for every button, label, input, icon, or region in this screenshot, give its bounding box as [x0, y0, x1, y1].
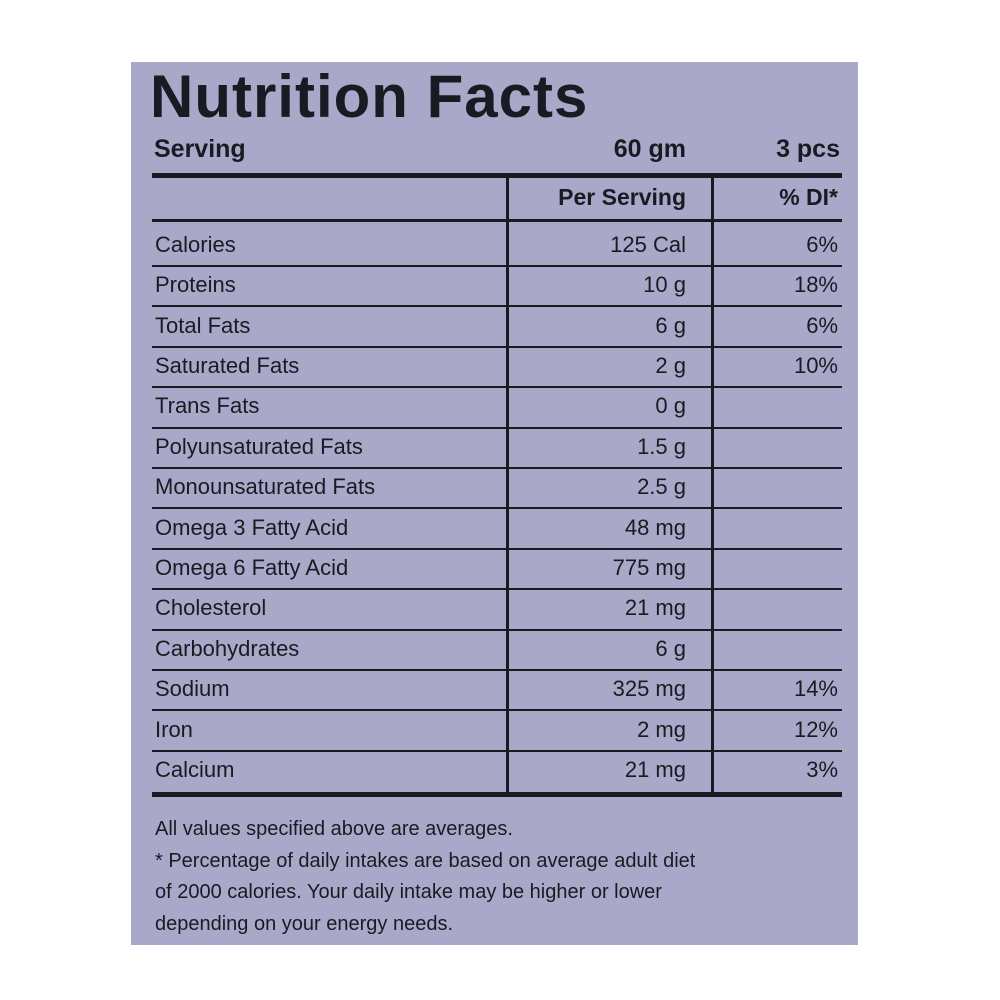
nutrient-name: Cholesterol — [155, 595, 267, 621]
row-rule — [152, 709, 842, 712]
footnote-line: of 2000 calories. Your daily intake may … — [155, 881, 662, 903]
nutrient-amount: 6 g — [655, 635, 686, 661]
row-rule — [152, 588, 842, 591]
nutrient-name: Carbohydrates — [155, 635, 300, 661]
row-rule — [152, 305, 842, 308]
nutrient-amount: 1.5 g — [637, 433, 686, 459]
nutrient-amount: 48 mg — [624, 514, 686, 540]
nutrient-amount: 21 mg — [624, 757, 686, 782]
nutrient-name: Iron — [155, 716, 193, 742]
nutrient-amount: 6 g — [655, 312, 686, 338]
nutrient-amount: 10 g — [643, 272, 686, 298]
nutrient-name: Calories — [155, 231, 236, 257]
rule-thick — [152, 173, 842, 178]
nutrient-name: Monounsaturated Fats — [155, 474, 376, 500]
nutrient-name: Omega 3 Fatty Acid — [155, 514, 349, 540]
row-rule — [152, 628, 842, 631]
nutrient-amount: 125 Cal — [610, 231, 686, 257]
nutrient-di: 12% — [793, 716, 838, 742]
nutrient-di: 3% — [806, 757, 838, 782]
nutrient-di: 14% — [793, 676, 838, 702]
nutrient-amount: 0 g — [655, 393, 686, 419]
row-rule — [152, 669, 842, 671]
row-rule — [152, 507, 842, 510]
nutrient-name: Proteins — [155, 272, 236, 298]
nutrient-name: Saturated Fats — [155, 353, 300, 378]
column-rule — [506, 178, 509, 793]
column-rule — [711, 178, 714, 793]
footnote-line: * Percentage of daily intakes are based … — [155, 849, 696, 872]
nutrient-name: Sodium — [155, 676, 230, 702]
nutrient-name: Omega 6 Fatty Acid — [155, 555, 349, 580]
nutrient-name: Calcium — [155, 757, 235, 782]
row-rule — [152, 749, 842, 752]
row-rule — [152, 265, 842, 267]
rule-thick — [152, 792, 842, 798]
nutrient-amount: 325 mg — [612, 676, 686, 702]
title: Nutrition Facts — [150, 63, 589, 130]
nutrient-di: 10% — [793, 353, 838, 378]
nutrient-amount: 21 mg — [624, 595, 686, 621]
nutrient-amount: 775 mg — [612, 555, 686, 580]
row-rule — [152, 426, 842, 429]
serving-label: Serving — [154, 135, 246, 163]
nutrient-name: Total Fats — [155, 312, 251, 338]
nutrient-di: 18% — [793, 272, 838, 298]
label-panel — [131, 62, 858, 945]
column-header: Per Serving — [558, 184, 686, 211]
nutrient-amount: 2.5 g — [637, 474, 686, 500]
serving-amount: 60 gm — [613, 135, 686, 163]
row-rule — [152, 386, 842, 389]
row-rule — [152, 467, 842, 469]
nutrient-name: Polyunsaturated Fats — [155, 433, 363, 459]
nutrient-di: 6% — [806, 231, 838, 257]
footnote-line: depending on your energy needs. — [155, 912, 454, 935]
row-rule — [152, 345, 842, 348]
nutrient-di: 6% — [806, 312, 838, 338]
serving-pieces: 3 pcs — [776, 135, 840, 163]
nutrient-name: Trans Fats — [155, 393, 260, 419]
rule — [152, 219, 842, 222]
nutrient-amount: 2 g — [655, 353, 686, 378]
nutrient-amount: 2 mg — [637, 716, 686, 742]
footnote-line: All values specified above are averages. — [155, 818, 513, 840]
column-header: % DI* — [779, 184, 838, 211]
row-rule — [152, 547, 842, 550]
